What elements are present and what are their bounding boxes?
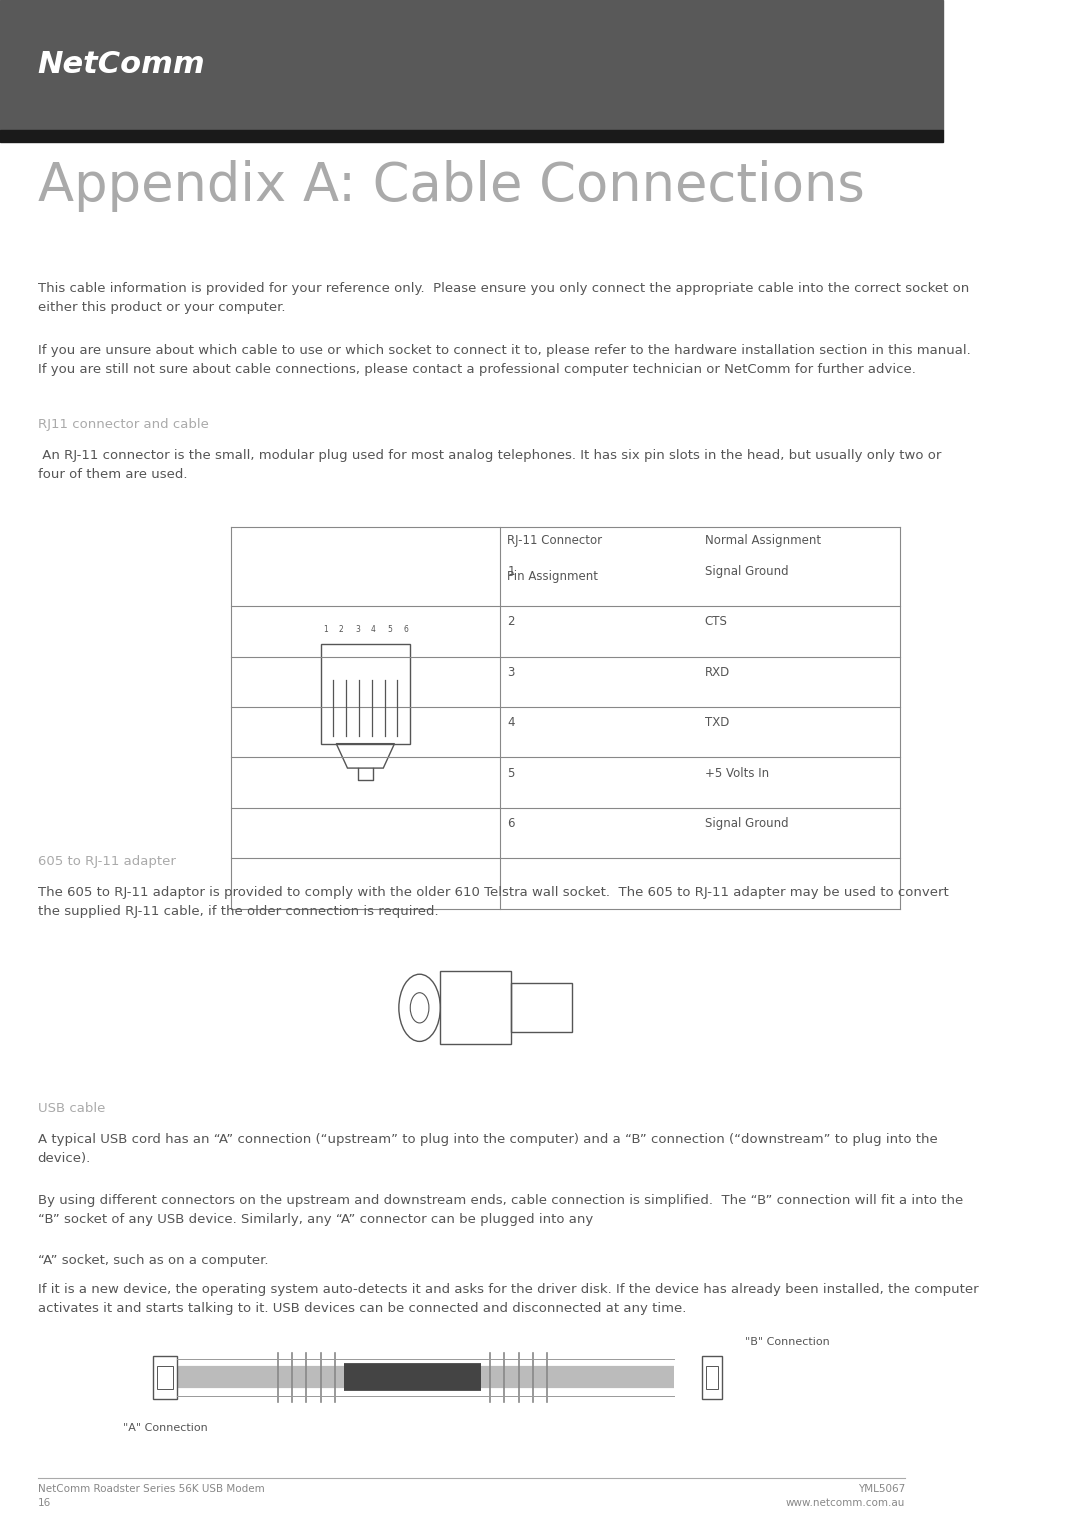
- Text: RJ-11 Connector

Pin Assignment: RJ-11 Connector Pin Assignment: [508, 534, 603, 583]
- Text: 1: 1: [323, 625, 327, 634]
- Text: Signal Ground: Signal Ground: [705, 817, 788, 831]
- Text: 3: 3: [508, 666, 515, 680]
- Text: YML5067
www.netcomm.com.au: YML5067 www.netcomm.com.au: [786, 1484, 905, 1509]
- Text: 5: 5: [387, 625, 392, 634]
- Text: RJ11 connector and cable: RJ11 connector and cable: [38, 418, 208, 432]
- Text: 3: 3: [355, 625, 360, 634]
- Text: 6: 6: [403, 625, 408, 634]
- Text: The 605 to RJ-11 adaptor is provided to comply with the older 610 Telstra wall s: The 605 to RJ-11 adaptor is provided to …: [38, 886, 948, 918]
- Text: TXD: TXD: [705, 716, 729, 730]
- Bar: [321, 644, 410, 744]
- Text: RXD: RXD: [705, 666, 730, 680]
- Text: Normal Assignment: Normal Assignment: [705, 534, 821, 548]
- Bar: [441, 971, 511, 1044]
- Text: “A” socket, such as on a computer.: “A” socket, such as on a computer.: [38, 1254, 268, 1267]
- Text: NetComm: NetComm: [38, 50, 205, 79]
- Text: CTS: CTS: [705, 615, 728, 629]
- Bar: [705, 1365, 718, 1390]
- Text: 6: 6: [508, 817, 515, 831]
- Text: If you are unsure about which cable to use or which socket to connect it to, ple: If you are unsure about which cable to u…: [38, 344, 971, 376]
- Text: 605 to RJ-11 adapter: 605 to RJ-11 adapter: [38, 855, 176, 869]
- Text: +5 Volts In: +5 Volts In: [705, 767, 769, 780]
- Text: USB cable: USB cable: [38, 1102, 105, 1116]
- Text: 2: 2: [339, 625, 343, 634]
- Text: 1: 1: [508, 565, 515, 579]
- Text: "B" Connection: "B" Connection: [745, 1336, 829, 1347]
- Text: 5: 5: [508, 767, 515, 780]
- Text: If it is a new device, the operating system auto-detects it and asks for the dri: If it is a new device, the operating sys…: [38, 1283, 978, 1315]
- Text: This cable information is provided for your reference only.  Please ensure you o: This cable information is provided for y…: [38, 282, 969, 315]
- Bar: [511, 983, 572, 1032]
- Bar: [0, 130, 943, 142]
- Text: Signal Ground: Signal Ground: [705, 565, 788, 579]
- Bar: [157, 1365, 173, 1390]
- Text: A typical USB cord has an “A” connection (“upstream” to plug into the computer) : A typical USB cord has an “A” connection…: [38, 1133, 937, 1165]
- Text: 4: 4: [508, 716, 515, 730]
- Text: An RJ-11 connector is the small, modular plug used for most analog telephones. I: An RJ-11 connector is the small, modular…: [38, 449, 941, 481]
- Text: 2: 2: [508, 615, 515, 629]
- Bar: [152, 1356, 177, 1399]
- Bar: [702, 1356, 723, 1399]
- Text: 4: 4: [370, 625, 376, 634]
- Text: "A" Connection: "A" Connection: [123, 1423, 207, 1434]
- Bar: [0, 0, 943, 130]
- Text: NetComm Roadster Series 56K USB Modem
16: NetComm Roadster Series 56K USB Modem 16: [38, 1484, 265, 1509]
- Text: By using different connectors on the upstream and downstream ends, cable connect: By using different connectors on the ups…: [38, 1194, 963, 1226]
- Text: Appendix A: Cable Connections: Appendix A: Cable Connections: [38, 160, 865, 212]
